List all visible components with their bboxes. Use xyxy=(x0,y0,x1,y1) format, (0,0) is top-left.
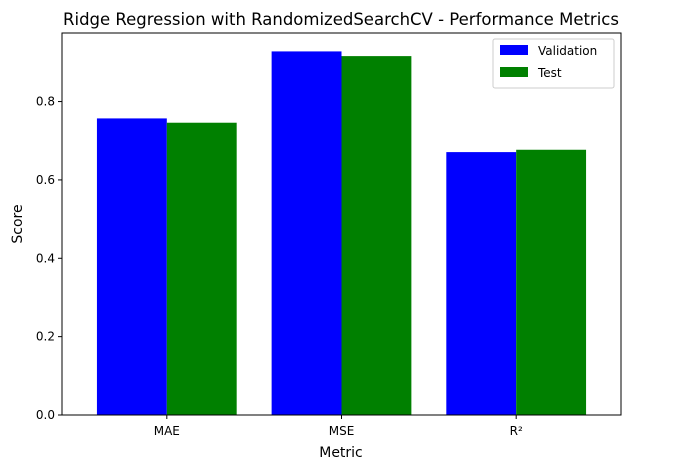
bar-validation-1 xyxy=(271,51,342,415)
bar-test-1 xyxy=(341,56,412,415)
bar-test-2 xyxy=(516,149,587,415)
x-axis-label: Metric xyxy=(319,445,363,461)
y-tick-label: 0.4 xyxy=(36,251,55,265)
legend: Validation Test xyxy=(492,38,615,89)
y-axis: 0.0 0.2 0.4 0.6 0.8 xyxy=(36,95,62,422)
y-tick-label: 0.8 xyxy=(36,95,55,109)
legend-swatch-test xyxy=(500,67,528,77)
bar-validation-0 xyxy=(96,118,167,415)
legend-label-test: Test xyxy=(537,66,562,80)
y-tick-label: 0.2 xyxy=(36,330,55,344)
legend-swatch-validation xyxy=(500,45,528,55)
x-tick-label: MSE xyxy=(329,424,355,438)
bar-test-0 xyxy=(166,122,237,416)
x-axis: MAE MSE R² xyxy=(154,415,523,438)
legend-label-validation: Validation xyxy=(538,44,597,58)
y-tick-label: 0.6 xyxy=(36,173,55,187)
bar-validation-2 xyxy=(446,152,517,415)
x-tick-label: R² xyxy=(510,424,523,438)
y-axis-label: Score xyxy=(10,204,26,243)
chart-title: Ridge Regression with RandomizedSearchCV… xyxy=(63,10,619,29)
y-tick-label: 0.0 xyxy=(36,408,55,422)
plot-frame xyxy=(61,32,622,416)
x-tick-label: MAE xyxy=(154,424,180,438)
bars-group xyxy=(96,51,587,416)
